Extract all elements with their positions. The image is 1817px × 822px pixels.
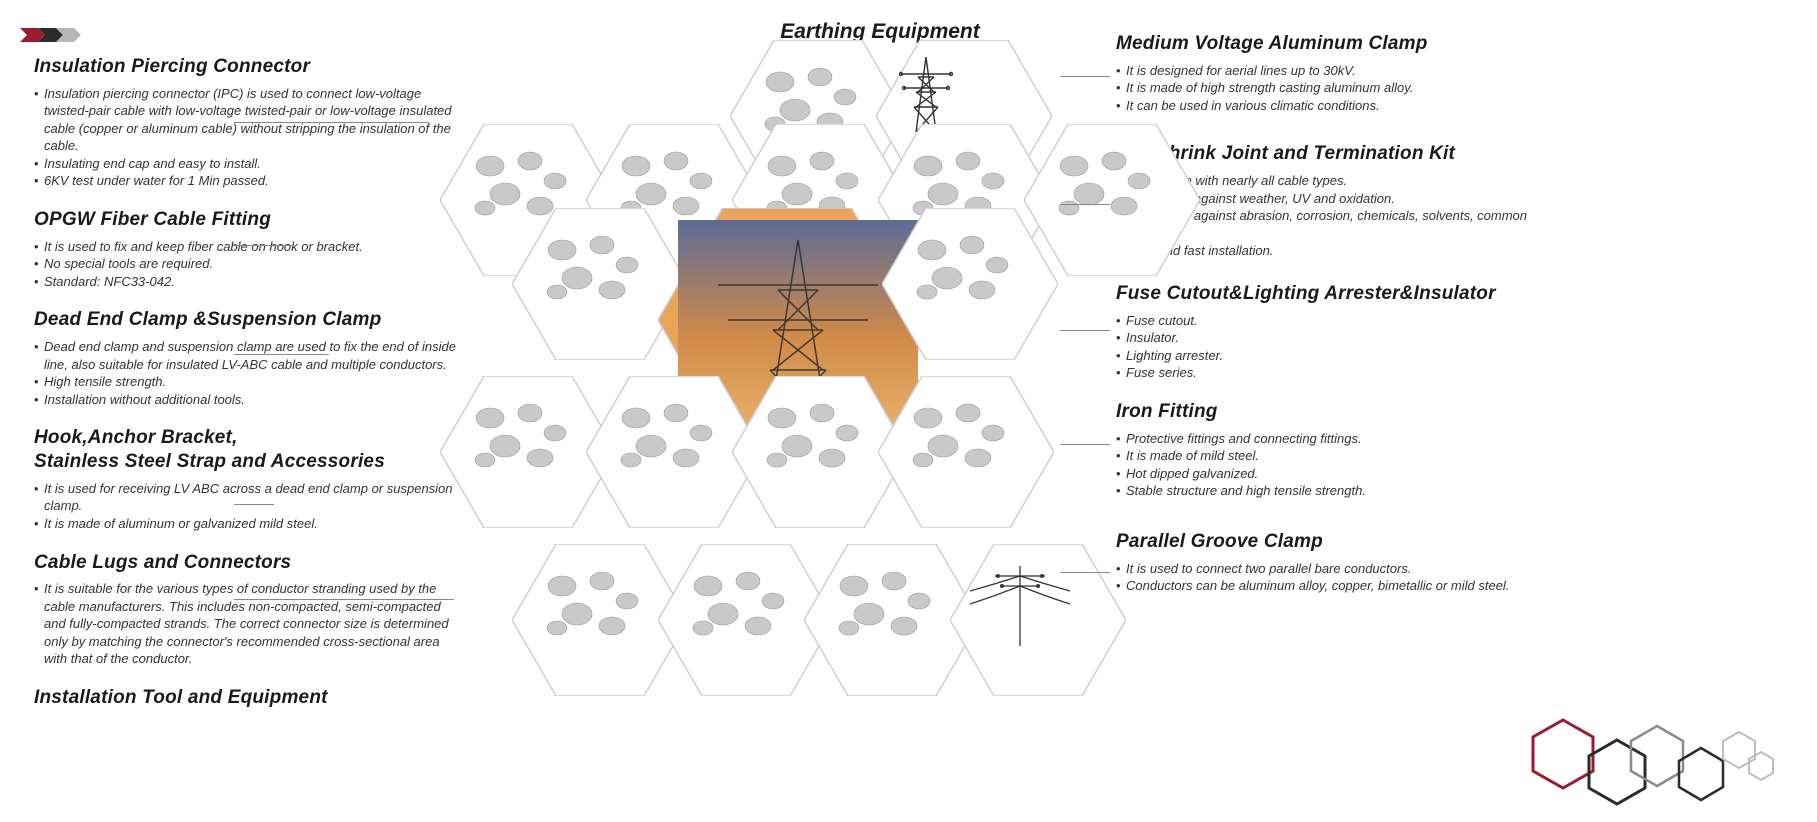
- hex-content: [678, 556, 814, 684]
- section-fuse: Fuse Cutout&Lighting Arrester&Insulator …: [1116, 282, 1546, 382]
- decorative-hex-cluster: [1527, 702, 1787, 802]
- section-mvclamp-bullet: It is made of high strength casting alum…: [1116, 79, 1546, 97]
- section-fuse-title: Fuse Cutout&Lighting Arrester&Insulator: [1116, 282, 1546, 306]
- section-fuse-bullet: Insulator.: [1116, 329, 1546, 347]
- arrow-decoration-svg: [20, 28, 90, 42]
- section-fuse-bullet: Lighting arrester.: [1116, 347, 1546, 365]
- hex-content: [970, 556, 1106, 684]
- section-deadend-bullet: High tensile strength.: [34, 373, 464, 391]
- section-mvclamp-title: Medium Voltage Aluminum Clamp: [1116, 32, 1546, 56]
- section-opgw-title: OPGW Fiber Cable Fitting: [34, 208, 464, 232]
- section-deadend: Dead End Clamp &Suspension Clamp Dead en…: [34, 308, 464, 408]
- hex-content: [1044, 136, 1180, 264]
- section-iron: Iron Fitting Protective fittings and con…: [1116, 400, 1546, 500]
- section-install: Installation Tool and Equipment: [34, 686, 464, 710]
- hex-h-iron: [878, 376, 1054, 528]
- hex-h-pole-icon: [950, 544, 1126, 696]
- section-opgw-bullet: It is used to fix and keep fiber cable o…: [34, 238, 464, 256]
- section-ipc-bullet: 6KV test under water for 1 Min passed.: [34, 172, 464, 190]
- section-hook-bullet: It is used for receiving LV ABC across a…: [34, 480, 464, 515]
- section-mvclamp-bullet: It is designed for aerial lines up to 30…: [1116, 62, 1546, 80]
- hex-content: [606, 388, 742, 516]
- section-ipc-bullet: Insulating end cap and easy to install.: [34, 155, 464, 173]
- section-ipc-title: Insulation Piercing Connector: [34, 55, 464, 79]
- hex-h-fuse: [882, 208, 1058, 360]
- section-iron-bullet: Hot dipped galvanized.: [1116, 465, 1546, 483]
- section-iron-title: Iron Fitting: [1116, 400, 1546, 424]
- section-pgc: Parallel Groove Clamp It is used to conn…: [1116, 530, 1546, 595]
- hex-content: [532, 220, 668, 348]
- hex-content: [902, 220, 1038, 348]
- section-iron-bullet: Protective fittings and connecting fitti…: [1116, 430, 1546, 448]
- section-hook: Hook,Anchor Bracket, Stainless Steel Str…: [34, 426, 464, 532]
- section-opgw-bullet: No special tools are required.: [34, 255, 464, 273]
- section-fuse-bullet: Fuse cutout.: [1116, 312, 1546, 330]
- section-opgw-bullet: Standard: NFC33-042.: [34, 273, 464, 291]
- section-pgc-bullet: It is used to connect two parallel bare …: [1116, 560, 1546, 578]
- section-opgw: OPGW Fiber Cable Fitting It is used to f…: [34, 208, 464, 290]
- section-ipc-bullet: Insulation piercing connector (IPC) is u…: [34, 85, 464, 155]
- section-lugs-bullet: It is suitable for the various types of …: [34, 580, 464, 668]
- section-deadend-title: Dead End Clamp &Suspension Clamp: [34, 308, 464, 332]
- section-iron-bullet: Stable structure and high tensile streng…: [1116, 482, 1546, 500]
- section-deadend-bullet: Installation without additional tools.: [34, 391, 464, 409]
- section-pgc-title: Parallel Groove Clamp: [1116, 530, 1546, 554]
- left-column: Insulation Piercing Connector Insulation…: [34, 55, 464, 728]
- hex-content: [460, 388, 596, 516]
- section-ipc: Insulation Piercing Connector Insulation…: [34, 55, 464, 190]
- arrow-decoration: [20, 28, 90, 42]
- hex-content: [532, 556, 668, 684]
- section-lugs-title: Cable Lugs and Connectors: [34, 551, 464, 575]
- hex-content: [898, 388, 1034, 516]
- section-lugs: Cable Lugs and Connectors It is suitable…: [34, 551, 464, 668]
- section-mvclamp-bullet: It can be used in various climatic condi…: [1116, 97, 1546, 115]
- hex-content: [752, 388, 888, 516]
- section-hook-bullet: It is made of aluminum or galvanized mil…: [34, 515, 464, 533]
- section-mvclamp: Medium Voltage Aluminum Clamp It is desi…: [1116, 32, 1546, 114]
- section-pgc-bullet: Conductors can be aluminum alloy, copper…: [1116, 577, 1546, 595]
- section-deadend-bullet: Dead end clamp and suspension clamp are …: [34, 338, 464, 373]
- section-install-title: Installation Tool and Equipment: [34, 686, 464, 710]
- hex-content: [824, 556, 960, 684]
- hexagon-grid: [430, 40, 1110, 740]
- section-hook-title: Hook,Anchor Bracket, Stainless Steel Str…: [34, 426, 464, 474]
- section-iron-bullet: It is made of mild steel.: [1116, 447, 1546, 465]
- right-column: Medium Voltage Aluminum Clamp It is desi…: [1116, 32, 1546, 613]
- section-fuse-bullet: Fuse series.: [1116, 364, 1546, 382]
